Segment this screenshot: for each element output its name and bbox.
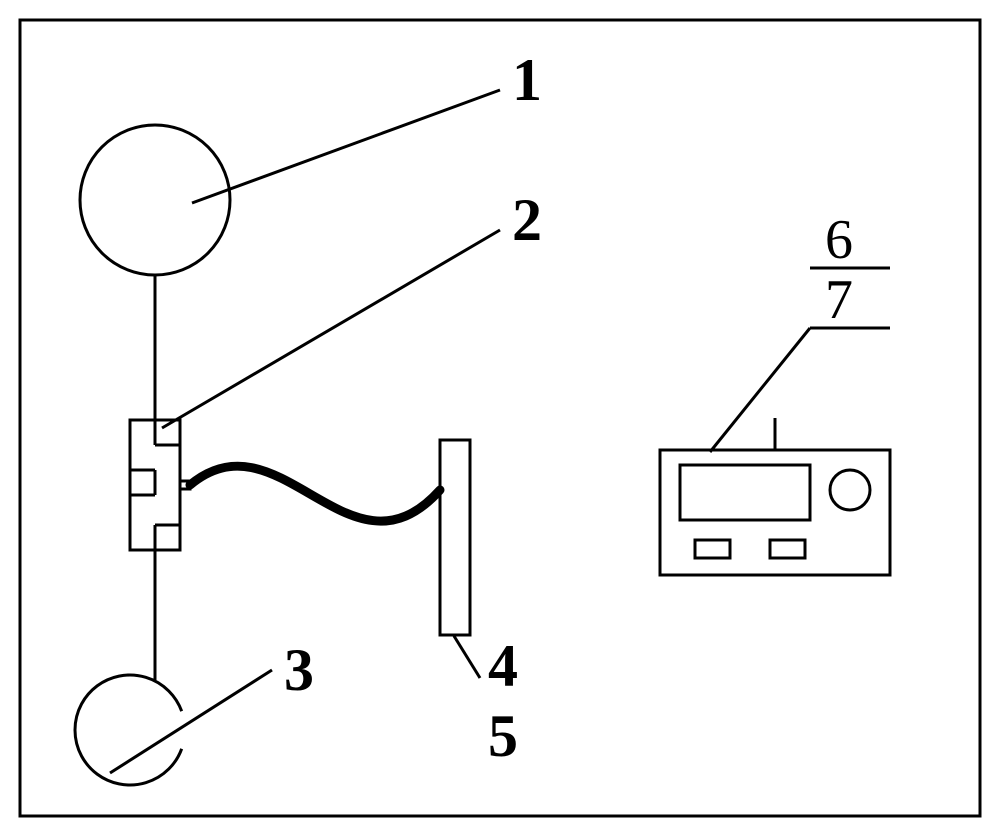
hook (75, 675, 182, 785)
label-1: 1 (512, 47, 542, 113)
sensor-block (128, 420, 190, 550)
transmitter (440, 440, 470, 635)
leader-2 (162, 230, 500, 428)
label-3: 3 (284, 637, 314, 703)
receiver-dial (830, 470, 870, 510)
label-6: 6 (825, 209, 853, 271)
receiver-screen (680, 465, 810, 520)
receiver (660, 418, 890, 575)
leader-67 (710, 328, 810, 452)
leader-1 (192, 90, 500, 203)
label-4: 4 (488, 633, 518, 699)
leader-45 (454, 636, 480, 678)
label-5: 5 (488, 703, 518, 769)
label-2: 2 (512, 187, 542, 253)
receiver-button-left (695, 540, 730, 558)
receiver-button-right (770, 540, 805, 558)
label-7: 7 (825, 269, 853, 331)
ball-weight (80, 125, 230, 275)
leader-3 (110, 670, 272, 773)
cable (190, 466, 440, 521)
